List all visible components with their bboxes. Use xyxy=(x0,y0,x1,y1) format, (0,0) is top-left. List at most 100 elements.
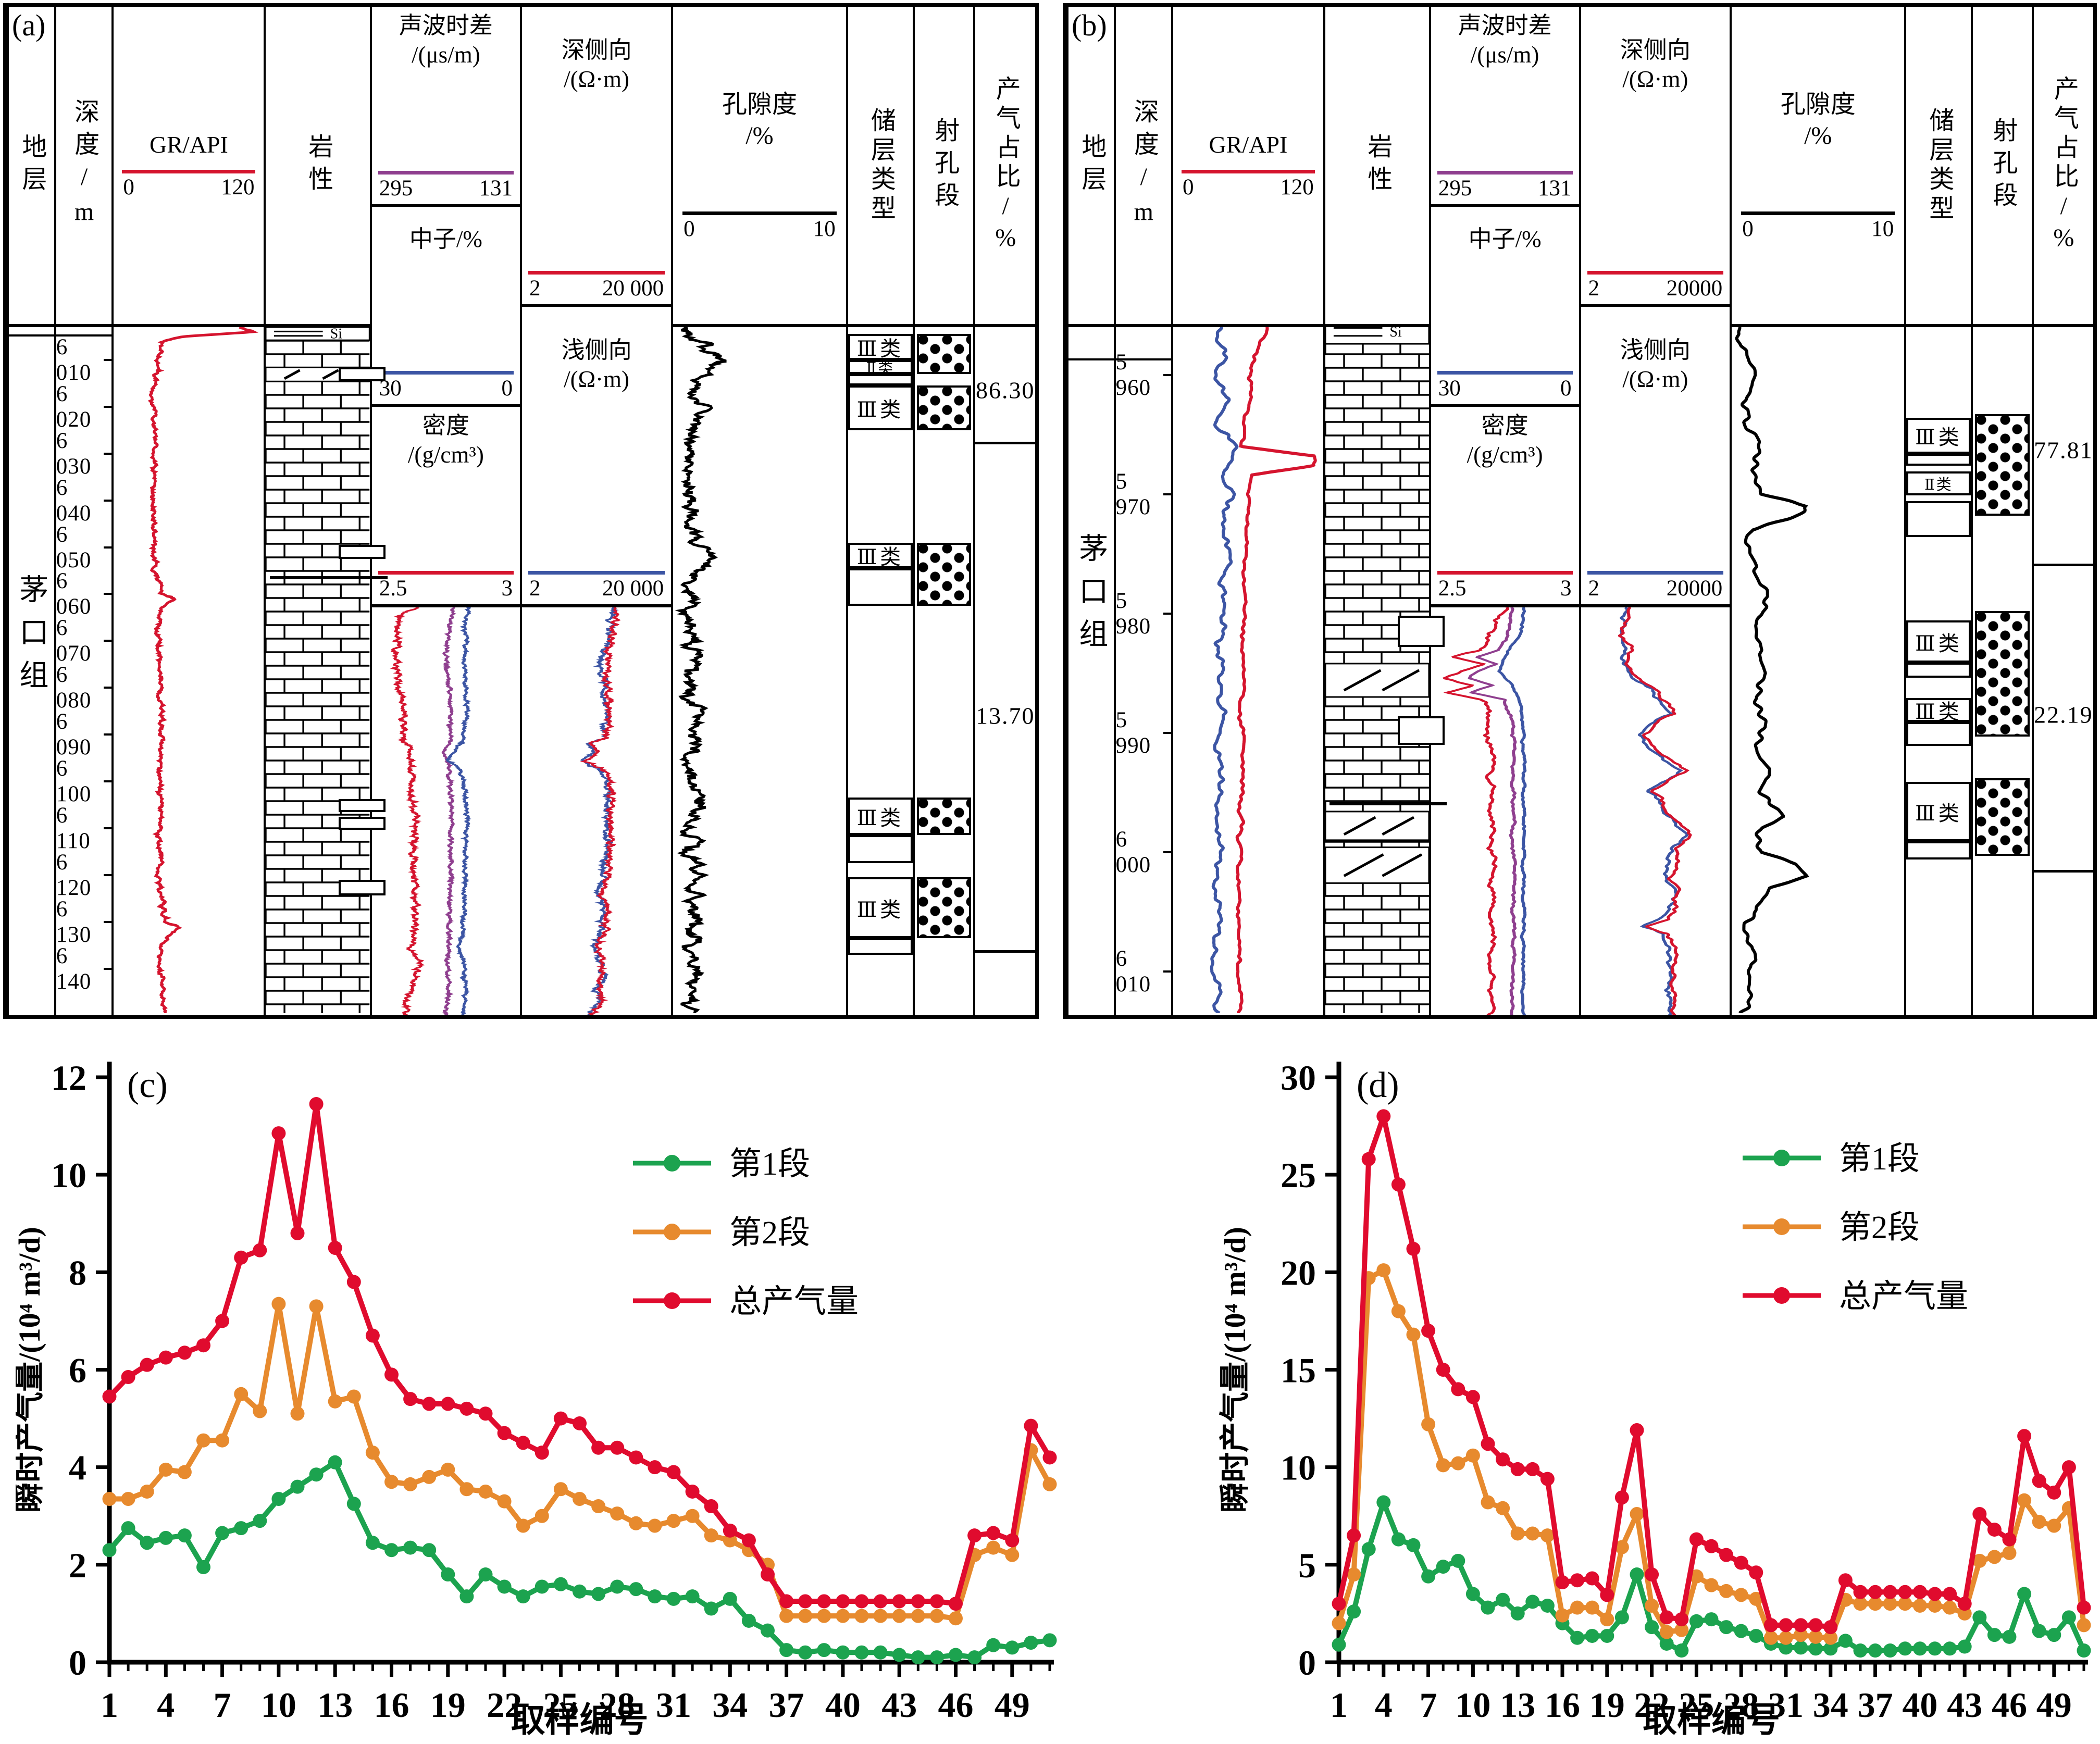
data-point xyxy=(1823,1641,1838,1656)
strata-body: 茅口组 xyxy=(9,327,54,1013)
gr-track xyxy=(114,327,264,1013)
data-point xyxy=(121,1491,135,1506)
x-tick-label: 46 xyxy=(938,1685,974,1725)
data-point xyxy=(121,1521,135,1536)
data-point xyxy=(1614,1540,1629,1554)
data-point xyxy=(290,1226,305,1240)
lithology-notch xyxy=(339,545,386,559)
porosity-scale-line xyxy=(1741,211,1895,215)
stylolite-line xyxy=(270,576,388,580)
sonic-curve xyxy=(441,607,456,1015)
sonic-subheader: 声波时差 /(μs/m) 295 131 xyxy=(372,7,520,204)
data-point xyxy=(929,1609,944,1623)
data-point xyxy=(1481,1437,1495,1451)
x-tick-label: 1 xyxy=(101,1685,118,1725)
data-point xyxy=(459,1401,474,1416)
density-subheader: 密度 /(g/cm³) 2.5 3 xyxy=(371,404,520,604)
perforation-interval xyxy=(917,385,972,430)
data-point xyxy=(986,1526,1001,1540)
deep-res-subheader: 深侧向 /(Ω·m) 2 20 000 xyxy=(522,7,671,304)
data-point xyxy=(102,1543,117,1558)
column-strata: 地层 茅口组 xyxy=(7,7,54,1015)
data-point xyxy=(365,1328,380,1343)
data-point xyxy=(1972,1610,1987,1625)
data-point xyxy=(1332,1616,1346,1630)
shallow-res-max: 20000 xyxy=(1666,576,1723,601)
gr-title: GR/API xyxy=(149,131,228,158)
gr-header: GR/API 0 120 xyxy=(1173,7,1323,327)
data-point xyxy=(648,1518,662,1533)
data-point xyxy=(723,1591,737,1606)
data-point xyxy=(1005,1640,1020,1655)
y-tick-label: 8 xyxy=(69,1253,86,1292)
data-point xyxy=(704,1499,718,1514)
x-tick-label: 19 xyxy=(1589,1685,1625,1725)
res-curves xyxy=(1618,607,1692,1015)
data-point xyxy=(441,1397,455,1411)
data-point xyxy=(911,1609,925,1623)
column-gr: GR/API 0 120 xyxy=(111,7,264,1015)
legend-marker xyxy=(1773,1150,1790,1166)
data-point xyxy=(271,1126,286,1141)
data-point xyxy=(723,1533,737,1548)
data-point xyxy=(704,1601,718,1616)
data-point xyxy=(1391,1177,1406,1192)
x-axis-label: 取样编号 xyxy=(511,1701,649,1739)
depth-tick-label: 6 070 xyxy=(56,616,92,666)
data-point xyxy=(1481,1495,1495,1510)
x-tick-label: 43 xyxy=(881,1685,917,1725)
data-point xyxy=(1436,1560,1450,1574)
data-point xyxy=(1347,1567,1361,1582)
data-point xyxy=(648,1460,662,1475)
res-curve xyxy=(580,607,621,1015)
rtype-header: 储层类型 xyxy=(1906,7,1971,327)
x-tick-label: 10 xyxy=(1455,1685,1490,1725)
data-point xyxy=(1436,1458,1450,1473)
data-point xyxy=(949,1597,963,1611)
column-depth: 深度/m 6 010 6 020 6 030 6 040 6 050 6 060 6 070… xyxy=(54,7,112,1015)
data-point xyxy=(1704,1539,1719,1553)
x-tick-label: 40 xyxy=(1902,1685,1937,1725)
rtype-header: 储层类型 xyxy=(848,7,913,327)
data-point xyxy=(328,1455,342,1469)
gr-scale-line xyxy=(122,170,256,173)
data-point xyxy=(1868,1643,1883,1658)
perforation-interval xyxy=(917,334,972,374)
perf-header-label: 射孔段 xyxy=(1989,117,2017,214)
data-point xyxy=(1525,1594,1540,1609)
data-point xyxy=(328,1241,342,1255)
perforation-body xyxy=(1973,327,2031,1013)
column-reservoir-type: 储层类型 Ⅲ类 Ⅱ类 Ⅲ类 Ⅲ类 Ⅲ类 xyxy=(1904,7,1971,1015)
formation-top-line xyxy=(9,334,54,337)
deep-res-min: 2 xyxy=(1588,276,1600,301)
data-point xyxy=(158,1350,173,1365)
neutron-title: 中子/% xyxy=(409,226,482,253)
reservoir-type-interval: Ⅲ类 xyxy=(848,877,913,939)
perforation-interval xyxy=(1975,778,2030,856)
data-point xyxy=(1808,1629,1823,1644)
x-tick-label: 13 xyxy=(1500,1685,1535,1725)
depth-tick-mark xyxy=(104,920,112,923)
neutron-min: 30 xyxy=(1438,376,1461,401)
neutron-title: 中子/% xyxy=(1468,226,1542,253)
data-point xyxy=(1943,1641,1957,1656)
data-point xyxy=(591,1440,606,1455)
data-point xyxy=(2077,1643,2091,1658)
porosity-min: 0 xyxy=(684,217,695,241)
reservoir-type-interval xyxy=(1906,453,1971,466)
sonic-scale-line xyxy=(1437,171,1573,175)
data-point xyxy=(2002,1546,2017,1560)
sonic-curve xyxy=(1442,607,1509,1015)
data-point xyxy=(1585,1628,1599,1643)
data-point xyxy=(892,1594,906,1609)
data-point xyxy=(1957,1606,1972,1621)
x-tick-label: 34 xyxy=(1813,1685,1848,1725)
data-point xyxy=(1972,1507,1987,1522)
depth-tick-label: 6 020 xyxy=(56,381,92,432)
sonic-subheader: 声波时差 /(μs/m) 295 131 xyxy=(1431,7,1579,204)
series-line xyxy=(107,1101,1052,1606)
depth-tick-mark xyxy=(104,640,112,642)
data-point xyxy=(1042,1633,1057,1648)
data-point xyxy=(441,1462,455,1477)
shallow-res-min: 2 xyxy=(529,576,541,601)
